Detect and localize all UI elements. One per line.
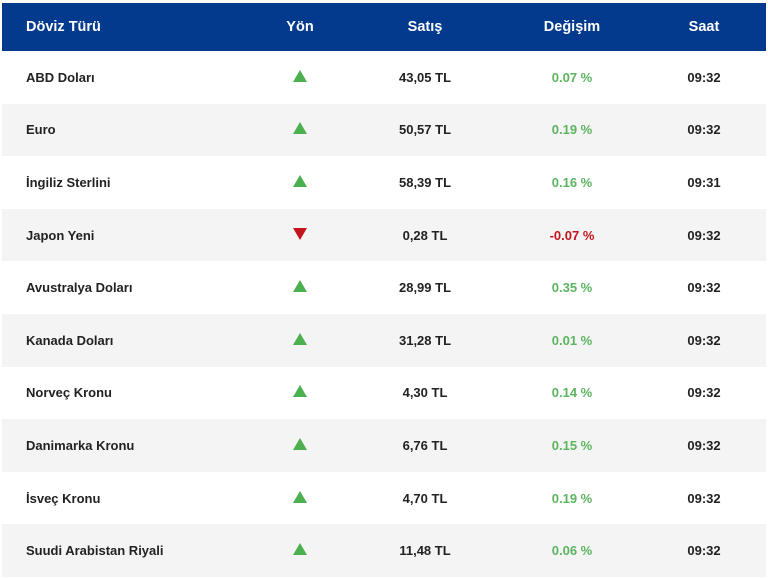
currency-name: Avustralya Doları bbox=[26, 280, 133, 296]
header-change[interactable]: Değişim bbox=[543, 19, 601, 35]
update-time: 09:32 bbox=[687, 385, 721, 401]
header-time[interactable]: Saat bbox=[688, 19, 720, 35]
currency-table: Döviz Türü Yön Satış Değişim Saat ABD Do… bbox=[2, 3, 766, 577]
arrow-down-icon bbox=[293, 227, 307, 240]
change-percent: 0.35 % bbox=[551, 280, 593, 296]
arrow-up-icon bbox=[293, 69, 307, 82]
update-time: 09:32 bbox=[687, 543, 721, 559]
currency-name: Norveç Kronu bbox=[26, 385, 112, 401]
table-header: Döviz Türü Yön Satış Değişim Saat bbox=[2, 3, 766, 51]
table-row[interactable]: İsveç Kronu 4,70 TL 0.19 % 09:32 bbox=[2, 472, 766, 525]
change-percent: 0.16 % bbox=[551, 174, 593, 190]
table-row[interactable]: Danimarka Kronu 6,76 TL 0.15 % 09:32 bbox=[2, 419, 766, 472]
update-time: 09:32 bbox=[687, 69, 721, 85]
change-percent: 0.01 % bbox=[551, 332, 593, 348]
sell-price: 28,99 TL bbox=[398, 280, 452, 296]
sell-price: 4,70 TL bbox=[402, 490, 448, 506]
sell-price: 43,05 TL bbox=[398, 69, 452, 85]
change-percent: 0.19 % bbox=[551, 122, 593, 138]
currency-name: Kanada Doları bbox=[26, 332, 114, 348]
table-row[interactable]: Kanada Doları 31,28 TL 0.01 % 09:32 bbox=[2, 313, 766, 367]
currency-name: Danimarka Kronu bbox=[26, 437, 135, 453]
table-row[interactable]: Suudi Arabistan Riyali 11,48 TL 0.06 % 09:3… bbox=[2, 524, 766, 577]
currency-name: Suudi Arabistan Riyali bbox=[26, 543, 164, 559]
arrow-up-icon bbox=[293, 332, 307, 345]
arrow-up-icon bbox=[293, 385, 307, 398]
table-row[interactable]: ABD Doları 43,05 TL 0.07 % 09:32 bbox=[2, 51, 766, 104]
sell-price: 11,48 TL bbox=[399, 543, 451, 559]
sell-price: 31,28 TL bbox=[398, 332, 452, 348]
update-time: 09:32 bbox=[687, 122, 721, 138]
arrow-up-icon bbox=[293, 490, 307, 503]
sell-price: 50,57 TL bbox=[398, 122, 452, 138]
sell-price: 4,30 TL bbox=[402, 385, 448, 401]
sell-price: 0,28 TL bbox=[402, 227, 448, 243]
currency-name: İsveç Kronu bbox=[26, 490, 101, 506]
change-percent: 0.14 % bbox=[551, 385, 593, 401]
change-percent: 0.19 % bbox=[551, 490, 593, 506]
currency-name: İngiliz Sterlini bbox=[26, 174, 111, 190]
arrow-up-icon bbox=[293, 122, 307, 135]
update-time: 09:32 bbox=[687, 280, 721, 296]
header-currency[interactable]: Döviz Türü bbox=[26, 19, 101, 35]
sell-price: 6,76 TL bbox=[402, 437, 448, 453]
table-row[interactable]: İngiliz Sterlini 58,39 TL 0.16 % 09:31 bbox=[2, 156, 766, 209]
change-percent: -0.07 % bbox=[549, 227, 595, 243]
table-row[interactable]: Euro 50,57 TL 0.19 % 09:32 bbox=[2, 103, 766, 157]
header-sell[interactable]: Satış bbox=[407, 19, 443, 35]
header-direction[interactable]: Yön bbox=[286, 19, 314, 35]
arrow-up-icon bbox=[293, 174, 307, 187]
change-percent: 0.06 % bbox=[551, 543, 593, 559]
change-percent: 0.15 % bbox=[551, 437, 593, 453]
update-time: 09:32 bbox=[687, 227, 721, 243]
update-time: 09:32 bbox=[687, 332, 721, 348]
update-time: 09:31 bbox=[687, 174, 721, 190]
change-percent: 0.07 % bbox=[551, 69, 593, 85]
sell-price: 58,39 TL bbox=[398, 174, 452, 190]
arrow-up-icon bbox=[293, 543, 307, 556]
update-time: 09:32 bbox=[687, 490, 721, 506]
table-row[interactable]: Norveç Kronu 4,30 TL 0.14 % 09:32 bbox=[2, 367, 766, 420]
table-row[interactable]: Avustralya Doları 28,99 TL 0.35 % 09:32 bbox=[2, 261, 766, 314]
arrow-up-icon bbox=[293, 280, 307, 293]
arrow-up-icon bbox=[293, 437, 307, 450]
update-time: 09:32 bbox=[687, 437, 721, 453]
currency-name: Euro bbox=[26, 122, 56, 138]
currency-name: Japon Yeni bbox=[26, 227, 95, 243]
table-row[interactable]: Japon Yeni 0,28 TL -0.07 % 09:32 bbox=[2, 208, 766, 262]
currency-name: ABD Doları bbox=[26, 69, 95, 85]
